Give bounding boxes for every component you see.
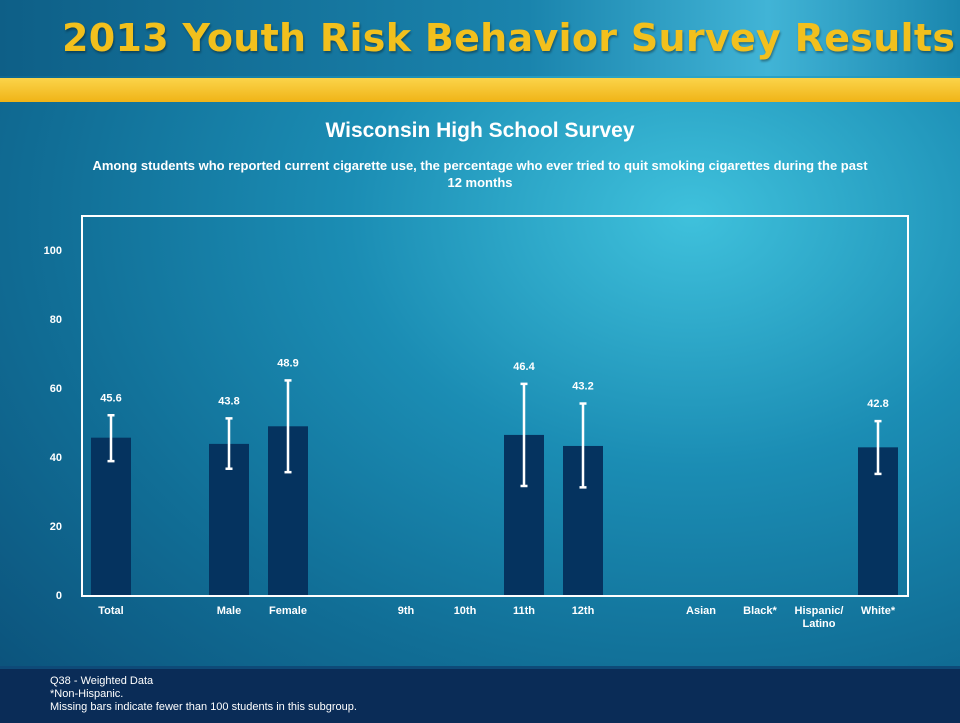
x-tick-label: 9th: [398, 605, 415, 617]
y-tick-label: 60: [50, 383, 62, 395]
data-label: 43.2: [572, 381, 593, 393]
footer-line-non-hispanic-note: *Non-Hispanic.: [50, 688, 124, 700]
y-tick-label: 100: [44, 245, 62, 257]
x-tick-label: Black*: [743, 605, 777, 617]
y-tick-label: 80: [50, 314, 62, 326]
x-tick-label: 11th: [513, 605, 535, 617]
data-label: 45.6: [100, 392, 121, 404]
data-label: 48.9: [277, 357, 298, 369]
footer-band: [0, 666, 960, 723]
chart-subtitle: Among students who reported current ciga…: [92, 158, 868, 190]
x-tick-label: 10th: [454, 605, 477, 617]
gold-divider-bar: [0, 78, 960, 102]
y-tick-label: 0: [56, 590, 62, 602]
footer-line-missing-bars-note: Missing bars indicate fewer than 100 stu…: [50, 701, 357, 713]
footer-notes: Q38 - Weighted Data *Non-Hispanic. Missi…: [50, 675, 357, 714]
plot-frame: [81, 215, 909, 597]
banner-title: 2013 Youth Risk Behavior Survey Results: [62, 16, 956, 60]
data-label: 46.4: [513, 361, 535, 373]
footer-line-data-note: Q38 - Weighted Data: [50, 675, 154, 687]
x-tick-label: Male: [217, 605, 241, 617]
data-label: 42.8: [867, 398, 888, 410]
banner: 2013 Youth Risk Behavior Survey Results: [0, 0, 960, 76]
bar: [91, 437, 131, 595]
x-tick-label: 12th: [572, 605, 595, 617]
bar-chart: 0 20 40 60 80 100 45.6 Total 43.8 Male 48.9 Female 9…: [44, 215, 909, 630]
x-tick-label: Total: [98, 605, 123, 617]
y-tick-label: 20: [50, 521, 62, 533]
y-tick-label: 40: [50, 452, 62, 464]
x-tick-label: Hispanic/Latino: [795, 605, 844, 630]
chart-title: Wisconsin High School Survey: [325, 119, 635, 142]
data-label: 43.8: [218, 395, 239, 407]
x-tick-label: Asian: [686, 605, 716, 617]
x-tick-label: White*: [861, 605, 896, 617]
x-tick-label: Female: [269, 605, 307, 617]
